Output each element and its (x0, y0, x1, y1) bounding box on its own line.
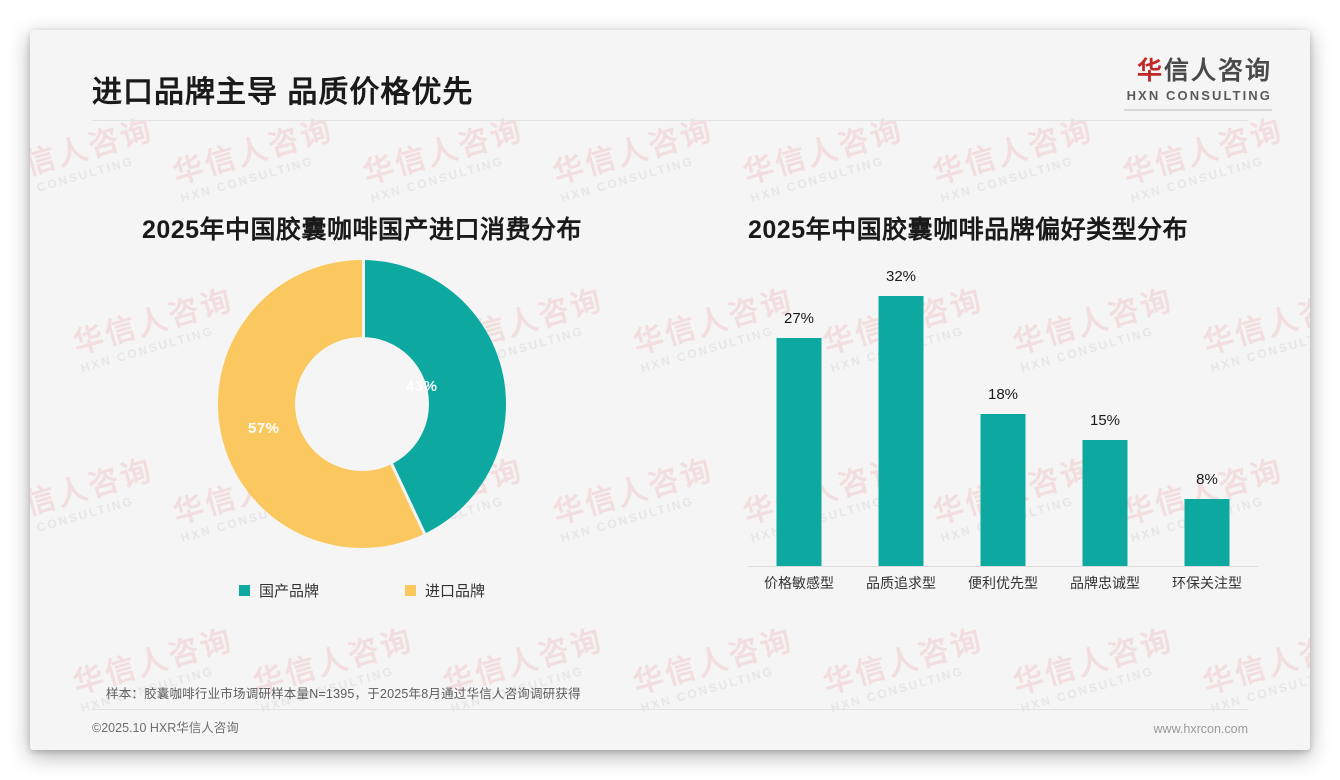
copyright-text: ©2025.10 HXR华信人咨询 (92, 721, 239, 735)
bar-group: 15% 品牌忠诚型 (1054, 271, 1156, 591)
bar-category-label: 品牌忠诚型 (1070, 575, 1140, 591)
website-url[interactable]: www.hxrcon.com (1153, 722, 1248, 736)
donut-label-domestic: 43% (406, 378, 438, 395)
bar[interactable] (1184, 498, 1230, 566)
legend-swatch-icon-domestic (238, 585, 250, 596)
logo-rest-chars: 信人咨询 (1163, 57, 1272, 85)
bar-value-label: 15% (1089, 411, 1121, 429)
bar-group: 27% 价格敏感型 (748, 271, 850, 591)
page-title: 进口品牌主导 品质价格优先 (92, 76, 474, 109)
logo-underline-rule (1124, 108, 1272, 111)
watermark-english: HXN CONSULTING (1018, 663, 1156, 715)
bar-value-label: 18% (987, 386, 1019, 404)
bar-chart-plot: 27% 价格敏感型 32% 品质追求型 18% 便利优先型 15% 品牌忠诚型 8% 环保关注型 (748, 268, 1258, 591)
watermark-english: HXN CONSULTING (638, 663, 776, 715)
donut-chart-title: 2025年中国胶囊咖啡国产进口消费分布 (141, 216, 583, 244)
bar-chart-title: 2025年中国胶囊咖啡品牌偏好类型分布 (748, 216, 1189, 244)
legend-item-imported[interactable]: 进口品牌 (405, 580, 485, 601)
bar[interactable] (878, 296, 924, 566)
sample-note: 样本：胶囊咖啡行业市场调研样本量N=1395，于2025年8月通过华信人咨询调研… (106, 687, 581, 701)
bar-chart-panel: 2025年中国胶囊咖啡品牌偏好类型分布 27% 价格敏感型 32% 品质追求型 18% 便… (670, 122, 1270, 662)
logo-english-text: HXN CONSULTING (1126, 87, 1272, 103)
watermark-english: HXN CONSULTING (1208, 663, 1310, 715)
legend-label-domestic: 国产品牌 (258, 583, 319, 600)
bar[interactable] (980, 414, 1026, 566)
bar-category-label: 价格敏感型 (764, 575, 834, 591)
bar-category-label: 品质追求型 (866, 575, 936, 591)
donut-chart: 43% 57% (218, 260, 506, 548)
donut-slice-divider-top (362, 260, 365, 404)
slide-card: 华信人咨询 HXN CONSULTING 华信人咨询 HXN CONSULTING 华信… (30, 30, 1310, 750)
logo-accent-char: 华 (1136, 57, 1164, 85)
logo-chinese-text: 华信人咨询 (1124, 57, 1272, 86)
bar-value-label: 8% (1196, 470, 1218, 488)
bar[interactable] (1082, 439, 1128, 566)
donut-center-hole (295, 337, 429, 471)
legend-label-imported: 进口品牌 (425, 583, 486, 600)
bar-group: 32% 品质追求型 (850, 268, 952, 591)
footer-divider (92, 709, 1248, 710)
bar[interactable] (776, 338, 822, 566)
slide-header: 进口品牌主导 品质价格优先 华信人咨询 HXN CONSULTING (30, 30, 1310, 122)
brand-logo: 华信人咨询 HXN CONSULTING (1124, 57, 1272, 111)
watermark-english: HXN CONSULTING (828, 663, 966, 715)
legend-item-domestic[interactable]: 国产品牌 (238, 580, 319, 601)
bar-group: 8% 环保关注型 (1156, 271, 1258, 591)
bar-value-label: 27% (783, 310, 815, 328)
bar-value-label: 32% (885, 268, 917, 286)
bar-category-label: 环保关注型 (1172, 575, 1242, 591)
bar-chart-baseline (748, 566, 1258, 567)
donut-legend: 国产品牌 进口品牌 (238, 580, 485, 601)
header-divider (92, 120, 1248, 121)
bar-group: 18% 便利优先型 (952, 271, 1054, 591)
legend-swatch-icon-imported (405, 585, 416, 596)
charts-region: 2025年中国胶囊咖啡国产进口消费分布 43% 57% 国产品牌 进口品牌 (30, 122, 1310, 662)
donut-label-imported: 57% (248, 420, 280, 437)
bar-category-label: 便利优先型 (968, 575, 1038, 591)
donut-chart-panel: 2025年中国胶囊咖啡国产进口消费分布 43% 57% 国产品牌 进口品牌 (72, 122, 652, 662)
